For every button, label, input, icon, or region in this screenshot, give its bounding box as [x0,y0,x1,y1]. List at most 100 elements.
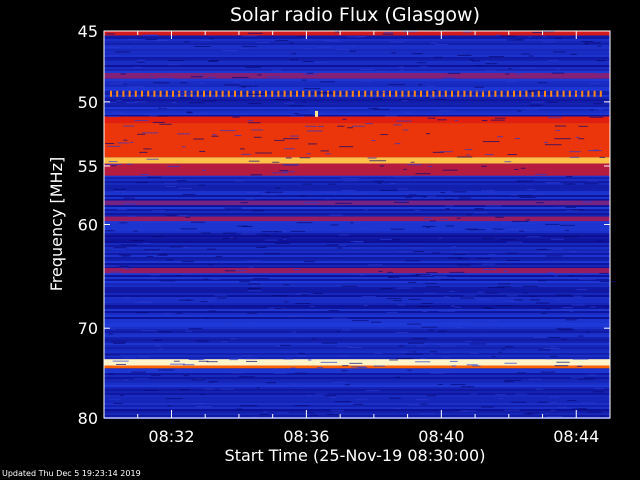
heatmap-noise-streak [136,312,149,314]
heatmap-noise-streak [171,102,177,104]
heatmap-noise-streak [320,150,329,152]
heatmap-noise-streak [368,107,379,109]
heatmap-noise-streak [193,45,211,47]
heatmap-noise-streak [378,270,383,272]
heatmap-noise-streak [576,365,583,367]
heatmap-noise-streak [475,323,493,325]
heatmap-noise-streak [113,342,125,344]
heatmap-row [104,227,610,229]
heatmap-noise-streak [260,234,271,236]
heatmap-noise-streak [200,393,206,395]
heatmap-noise-streak [126,46,132,48]
heatmap-noise-streak [179,389,190,391]
heatmap-dash-mark [122,90,125,97]
heatmap-dash-mark [128,90,131,97]
heatmap-noise-streak [460,297,475,299]
heatmap-row [104,87,610,89]
heatmap-noise-streak [593,149,599,151]
heatmap-noise-streak [121,357,136,359]
heatmap-noise-streak [501,348,506,350]
heatmap-noise-streak [536,249,552,251]
heatmap-noise-streak [565,319,577,321]
heatmap-noise-streak [592,103,603,105]
heatmap-noise-streak [389,183,396,185]
heatmap-noise-streak [547,386,551,388]
heatmap-noise-streak [246,321,256,323]
heatmap-row [104,59,610,61]
heatmap-noise-streak [310,414,319,416]
heatmap-dash-mark [314,90,317,97]
heatmap-noise-streak [580,402,596,404]
heatmap-noise-streak [514,138,521,140]
heatmap-row [104,393,610,395]
heatmap-dash-mark [227,90,230,97]
heatmap-noise-streak [398,200,407,202]
heatmap-noise-streak [151,374,161,376]
heatmap-row [104,389,610,391]
heatmap-noise-streak [558,329,575,331]
heatmap-noise-streak [108,333,113,335]
heatmap-noise-streak [530,299,540,301]
heatmap-noise-streak [245,198,255,200]
heatmap-noise-streak [321,39,338,41]
heatmap-noise-streak [542,36,547,38]
heatmap-noise-streak [527,90,535,92]
heatmap-noise-streak [182,364,195,366]
heatmap-dash-mark [488,90,491,97]
heatmap-noise-streak [124,297,129,299]
heatmap-noise-streak [133,66,142,68]
heatmap-noise-streak [275,242,290,244]
heatmap-noise-streak [287,316,303,318]
heatmap-noise-streak [348,346,363,348]
heatmap-noise-streak [442,321,457,323]
heatmap-noise-streak [497,136,504,138]
heatmap-noise-streak [324,395,337,397]
heatmap-dash-mark [575,90,577,97]
heatmap-noise-streak [415,361,431,363]
heatmap-noise-streak [511,194,520,196]
plot-area [104,31,616,419]
heatmap-noise-streak [433,275,448,277]
heatmap-noise-streak [341,370,348,372]
heatmap-noise-streak [232,76,249,78]
heatmap-noise-streak [130,141,134,143]
heatmap-noise-streak [426,395,437,397]
heatmap-noise-streak [185,216,191,218]
heatmap-row [104,291,610,293]
heatmap-noise [104,31,616,419]
heatmap-noise-streak [158,348,164,350]
heatmap-dash-mark [382,90,385,97]
heatmap-noise-streak [275,187,281,189]
heatmap-noise-streak [495,394,506,396]
heatmap-noise-streak [528,89,546,91]
heatmap-noise-streak [481,307,491,309]
heatmap-noise-streak [570,377,585,379]
heatmap-noise-streak [306,130,323,132]
heatmap-noise-streak [381,189,398,191]
heatmap-noise-streak [311,338,317,340]
heatmap-row [104,409,610,411]
heatmap-noise-streak [584,42,601,44]
heatmap-noise-streak [573,92,580,94]
heatmap-row [104,61,610,63]
heatmap-row [104,373,610,375]
heatmap-noise-streak [484,60,489,62]
heatmap-noise-streak [408,404,423,406]
heatmap-noise-streak [529,104,543,106]
heatmap-noise-streak [415,399,429,401]
heatmap-noise-streak [211,381,219,383]
heatmap-noise-streak [274,307,284,309]
heatmap-noise-streak [280,344,291,346]
heatmap-row [104,43,610,45]
heatmap-dash-mark [469,90,472,97]
heatmap-noise-streak [309,306,315,308]
heatmap-noise-streak [541,308,551,310]
heatmap-noise-streak [334,401,352,403]
heatmap-noise-streak [267,191,284,193]
heatmap-noise-streak [123,203,136,205]
heatmap-dash-mark [159,90,162,97]
heatmap-noise-streak [554,68,561,70]
heatmap-noise-streak [543,348,560,350]
heatmap-dash-mark [258,90,261,97]
heatmap-noise-streak [199,299,216,301]
